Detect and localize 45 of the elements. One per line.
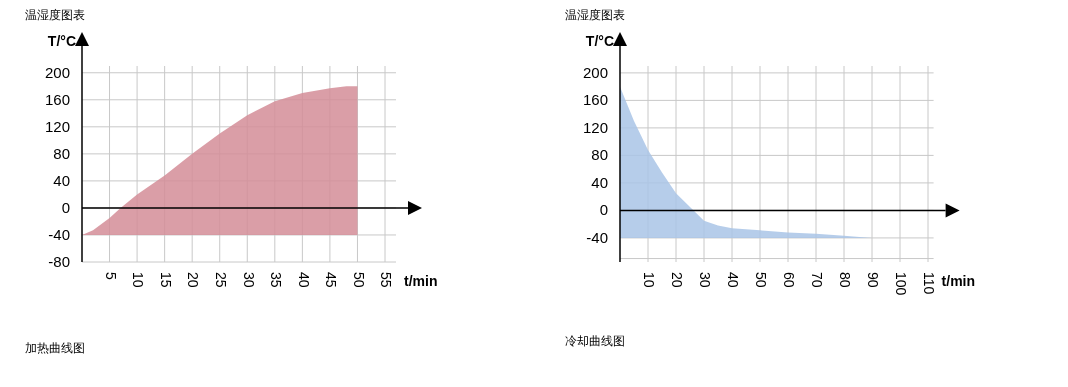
x-tick-label: 25	[213, 272, 230, 288]
x-tick-label: 10	[130, 272, 147, 288]
y-tick-label: 160	[44, 90, 70, 108]
x-tick-label: 40	[295, 272, 312, 288]
y-tick-label: 0	[61, 198, 70, 216]
x-tick-label: 15	[157, 272, 174, 288]
y-tick-label: -80	[48, 253, 70, 270]
chart-title: 温湿度图表	[25, 8, 85, 22]
text: 冷却曲线图	[565, 334, 625, 348]
y-tick-label: 40	[591, 173, 608, 191]
x-tick-label: 20	[669, 272, 686, 288]
x-tick-label: 60	[781, 272, 798, 288]
x-tick-label: 50	[350, 272, 367, 288]
y-tick-label: -40	[48, 225, 70, 243]
x-tick-label: 80	[837, 272, 854, 288]
y-tick-label: 160	[582, 91, 608, 109]
y-tick-label: 200	[44, 63, 70, 81]
chart-title: 温湿度图表	[565, 8, 625, 22]
x-tick-label: 40	[725, 272, 742, 288]
y-tick-label: 120	[44, 117, 70, 135]
x-tick-label: 50	[753, 272, 770, 288]
y-tick-label: 120	[582, 118, 608, 136]
y-axis-title: T/°C	[47, 33, 76, 49]
x-tick-label: 90	[865, 272, 882, 288]
x-tick-label: 100	[893, 272, 910, 296]
y-axis-title: T/°C	[585, 33, 614, 49]
x-tick-label: 10	[641, 272, 658, 288]
y-tick-label: 200	[582, 63, 608, 81]
x-tick-label: 55	[378, 272, 395, 288]
y-tick-label: 40	[53, 171, 70, 189]
y-tick-label: 80	[53, 144, 70, 162]
y-tick-label: 80	[591, 146, 608, 164]
text: 加热曲线图	[25, 341, 85, 355]
x-tick-label: 20	[185, 272, 202, 288]
x-tick-label: 5	[102, 272, 119, 280]
x-tick-label: 30	[697, 272, 714, 288]
x-axis-title: t/min	[404, 273, 438, 289]
x-axis-title: t/min	[941, 273, 976, 289]
x-tick-label: 35	[268, 272, 285, 288]
x-tick-label: 70	[809, 272, 826, 288]
x-tick-label: 30	[240, 272, 257, 288]
x-tick-label: 110	[921, 272, 938, 295]
y-tick-label: 0	[599, 201, 608, 219]
y-tick-label: -40	[586, 228, 608, 246]
x-tick-label: 45	[323, 272, 340, 288]
